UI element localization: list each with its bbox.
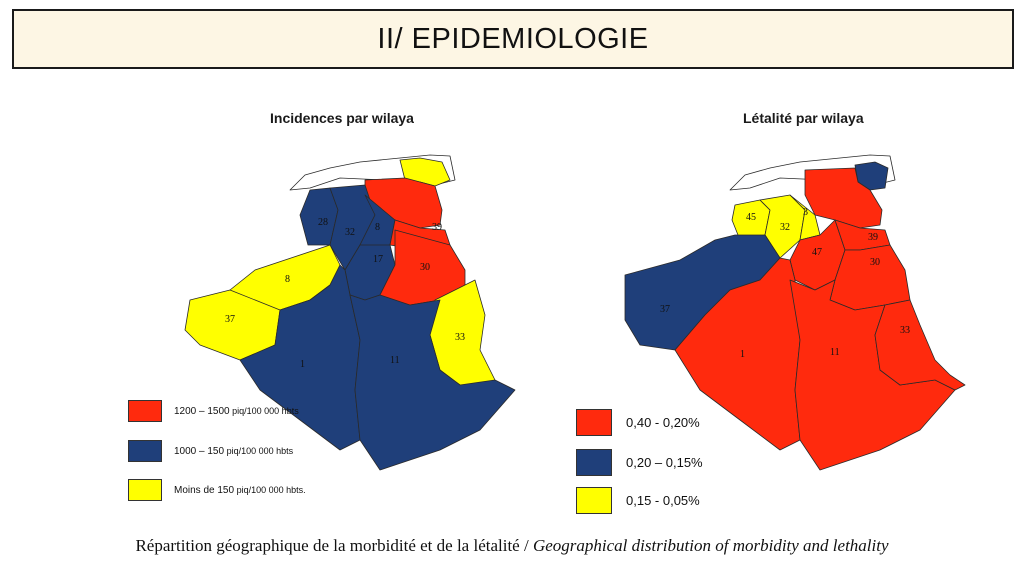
legend-label: 1200 – 1500 xyxy=(174,405,230,417)
region-label: 28 xyxy=(318,217,328,228)
region-label: 3 xyxy=(803,207,808,218)
region-label: 8 xyxy=(285,274,290,285)
region-label: 32 xyxy=(780,222,790,233)
caption-main: Répartition géographique de la morbidité… xyxy=(135,536,533,555)
legend-label: 0,20 – 0,15% xyxy=(626,455,703,470)
region-label: 8 xyxy=(375,222,380,233)
legend-unit: piq/100 000 hbts xyxy=(226,445,294,456)
legend-label: 1000 – 150 xyxy=(174,445,225,457)
region-label: 47 xyxy=(812,247,822,258)
region-1 xyxy=(674,257,801,451)
figure-caption: Répartition géographique de la morbidité… xyxy=(0,536,1024,556)
legend-label: 0,40 - 0,20% xyxy=(626,415,700,430)
legend-unit: piq/100 000 hbts xyxy=(232,405,299,416)
region-north-red xyxy=(804,167,883,229)
region-label: 37 xyxy=(660,304,670,315)
region-label: 37 xyxy=(225,314,235,325)
region-label: 32 xyxy=(345,227,355,238)
region-label: 1 xyxy=(300,359,305,370)
legend-swatch-high xyxy=(128,400,162,422)
region-label: 39 xyxy=(868,232,878,243)
legend-label: Moins de 150 xyxy=(174,484,235,496)
slide-title-box: II/ EPIDEMIOLOGIE xyxy=(12,9,1014,69)
region-label: 17 xyxy=(373,254,383,265)
region-label: 11 xyxy=(390,355,400,366)
region-label: 11 xyxy=(830,347,840,358)
region-label: 45 xyxy=(746,212,756,223)
legend-swatch-low xyxy=(128,479,162,501)
region-label: 30 xyxy=(870,257,880,268)
legend-swatch-high xyxy=(576,409,612,436)
lethality-legend-item-mid: 0,20 – 0,15% xyxy=(576,449,703,476)
incidence-map-title: Incidences par wilaya xyxy=(270,110,414,126)
legend-label: 0,15 - 0,05% xyxy=(626,493,700,508)
slide-title: II/ EPIDEMIOLOGIE xyxy=(377,22,649,55)
incidence-legend-item-high: 1200 – 1500 piq/100 000 hbts xyxy=(128,400,299,422)
region-33 xyxy=(874,299,966,391)
lethality-map-title: Létalité par wilaya xyxy=(743,110,864,126)
legend-swatch-mid xyxy=(128,440,162,462)
incidence-legend-item-low: Moins de 150 piq/100 000 hbts. xyxy=(128,479,306,501)
region-label: 30 xyxy=(420,262,430,273)
caption-italic: Geographical distribution of morbidity a… xyxy=(532,536,889,555)
lethality-legend-item-high: 0,40 - 0,20% xyxy=(576,409,700,436)
incidence-legend-item-mid: 1000 – 150 piq/100 000 hbts xyxy=(128,440,293,462)
region-label: 39 xyxy=(432,222,442,233)
region-label: 1 xyxy=(740,349,745,360)
legend-swatch-mid xyxy=(576,449,612,476)
region-label: 33 xyxy=(455,332,465,343)
region-label: 33 xyxy=(900,325,910,336)
legend-swatch-low xyxy=(576,487,612,514)
lethality-legend-item-low: 0,15 - 0,05% xyxy=(576,487,700,514)
region-11 xyxy=(349,294,516,471)
legend-unit: piq/100 000 hbts. xyxy=(236,484,306,495)
